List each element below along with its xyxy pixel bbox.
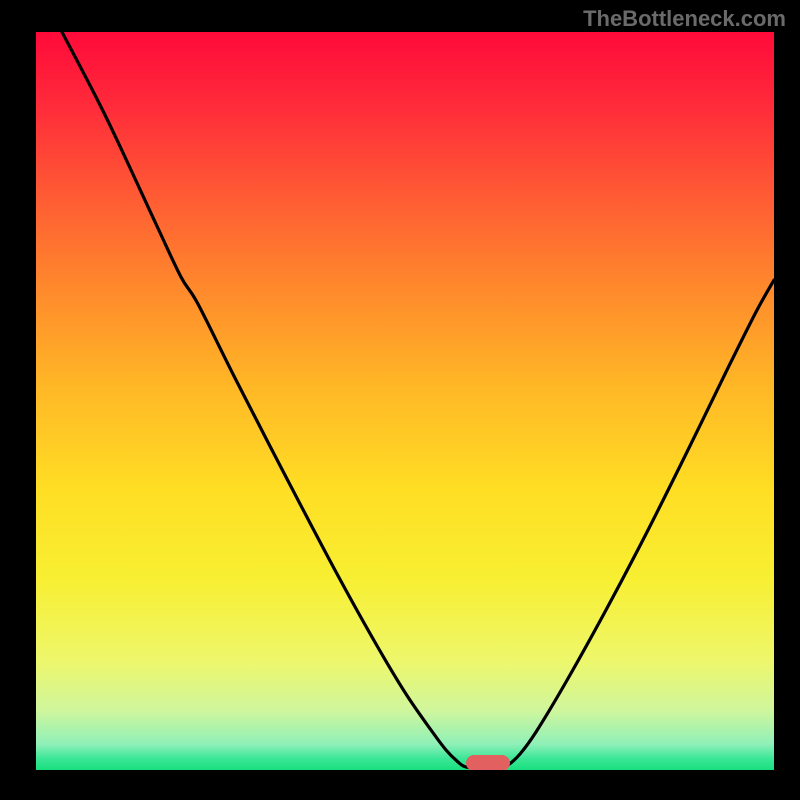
- gradient-background: [36, 32, 774, 770]
- optimal-marker: [466, 755, 510, 770]
- chart-container: TheBottleneck.com: [0, 0, 800, 800]
- plot-area: [36, 32, 774, 770]
- watermark-text: TheBottleneck.com: [583, 6, 786, 32]
